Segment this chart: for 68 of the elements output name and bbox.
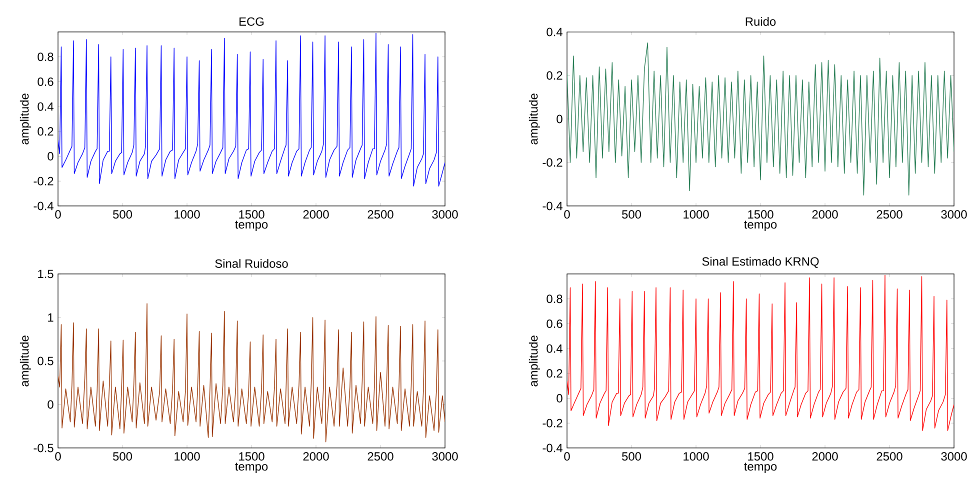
x-tick-label: 2500 [368,452,394,461]
y-tick-label: 0 [556,114,562,124]
x-tick-label: 500 [113,210,132,219]
x-tick-label: 0 [564,210,570,219]
y-tick-label: 0.2 [546,71,562,80]
x-tick-label: 500 [622,452,642,461]
y-tick-label: -0.2 [34,176,54,186]
x-tick-label: 1000 [174,452,200,461]
y-tick-label: 0.8 [546,294,562,304]
x-tick-label: 2500 [368,210,394,219]
y-axis-title: amplitude [20,336,32,386]
y-tick-label: 0.4 [546,344,562,353]
y-axis-title: amplitude [528,94,540,144]
x-tick-label: 0 [55,452,61,461]
x-tick-label: 1500 [748,210,774,219]
x-tick-label: 2500 [876,210,902,219]
chart-title: Sinal Ruidoso [215,259,288,268]
x-tick-label: 500 [113,452,132,461]
chart-title: ECG [240,17,264,26]
y-tick-label: 1.5 [38,270,54,278]
x-tick-label: 1000 [684,210,709,219]
y-tick-label: -0.2 [542,158,562,167]
y-tick-label: 0 [556,394,562,402]
y-tick-label: 0.8 [38,52,54,62]
x-axis-title: tempo [235,462,268,474]
line-series [58,32,446,186]
x-tick-label: 2000 [812,210,838,219]
y-tick-label: 0.2 [546,369,562,378]
x-tick-label: 3000 [941,452,967,461]
y-tick-label: 0.4 [546,28,562,36]
x-tick-label: 1500 [239,452,264,461]
x-tick-label: 2000 [812,452,838,461]
x-tick-label: 0 [564,452,570,461]
x-tick-label: 2000 [303,452,329,461]
x-tick-label: 500 [622,210,642,219]
chart-title: Sinal Estimado KRNQ [702,256,819,268]
y-tick-label: 0.6 [38,77,54,86]
x-axis-title: tempo [235,220,268,232]
x-tick-label: 1000 [684,452,709,461]
x-tick-label: 0 [55,210,61,219]
x-axis-title: tempo [744,220,777,232]
x-tick-label: 1500 [748,452,774,461]
y-tick-label: 1 [48,313,54,322]
x-tick-label: 1000 [174,210,200,219]
y-tick-label: 0 [48,400,54,409]
x-tick-label: 3000 [941,210,967,219]
y-tick-label: 0.6 [546,319,562,328]
x-tick-label: 3000 [432,210,458,219]
y-tick-label: -0.4 [542,444,562,452]
y-tick-label: 0.2 [38,127,54,136]
y-tick-label: -0.2 [542,418,562,428]
y-tick-label: -0.4 [542,202,562,210]
y-tick-label: -0.4 [34,202,54,210]
chart-title: Ruido [746,17,776,26]
y-axis-title: amplitude [528,336,540,386]
y-tick-label: 0 [48,152,54,160]
x-axis-title: tempo [744,462,777,474]
y-axis-title: amplitude [20,94,32,144]
line-series [567,274,954,431]
line-series [567,42,954,196]
y-tick-label: 0.4 [38,102,54,111]
x-tick-label: 2000 [303,210,329,219]
x-tick-label: 3000 [432,452,458,461]
x-tick-label: 2500 [876,452,902,461]
x-tick-label: 1500 [239,210,264,219]
line-series [58,303,446,442]
y-tick-label: -0.5 [34,444,54,452]
y-tick-label: 0.5 [38,356,54,366]
